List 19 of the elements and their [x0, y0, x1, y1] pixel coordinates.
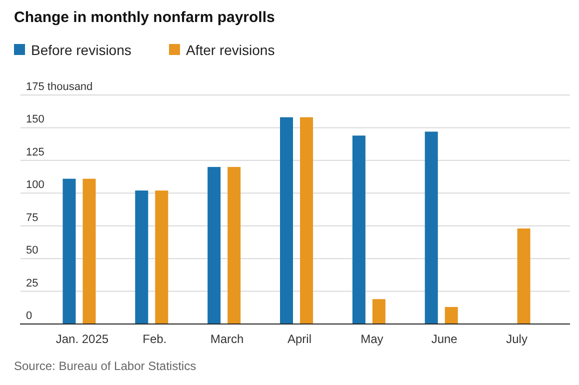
y-tick-label: 25 — [26, 277, 38, 290]
y-tick-label: 175 thousand — [26, 81, 93, 93]
y-tick-label: 125 — [26, 146, 44, 158]
x-tick-label: April — [287, 332, 312, 346]
chart-title: Change in monthly nonfarm payrolls — [14, 9, 275, 26]
y-tick-label: 75 — [26, 212, 38, 224]
x-tick-label: Jan. 2025 — [56, 332, 109, 346]
x-tick-label: March — [210, 332, 244, 346]
x-tick-label: July — [506, 332, 528, 346]
legend-label: Before revisions — [31, 42, 132, 58]
x-tick-label: June — [431, 332, 458, 346]
y-tick-label: 50 — [26, 244, 38, 257]
x-tick-label: Feb. — [142, 332, 167, 346]
x-tick-label: May — [360, 332, 384, 346]
y-tick-label: 0 — [26, 310, 32, 322]
y-tick-label: 100 — [26, 179, 44, 192]
y-tick-label: 150 — [26, 114, 44, 126]
source-note: Source: Bureau of Labor Statistics — [14, 359, 196, 373]
legend-label: After revisions — [186, 42, 275, 58]
